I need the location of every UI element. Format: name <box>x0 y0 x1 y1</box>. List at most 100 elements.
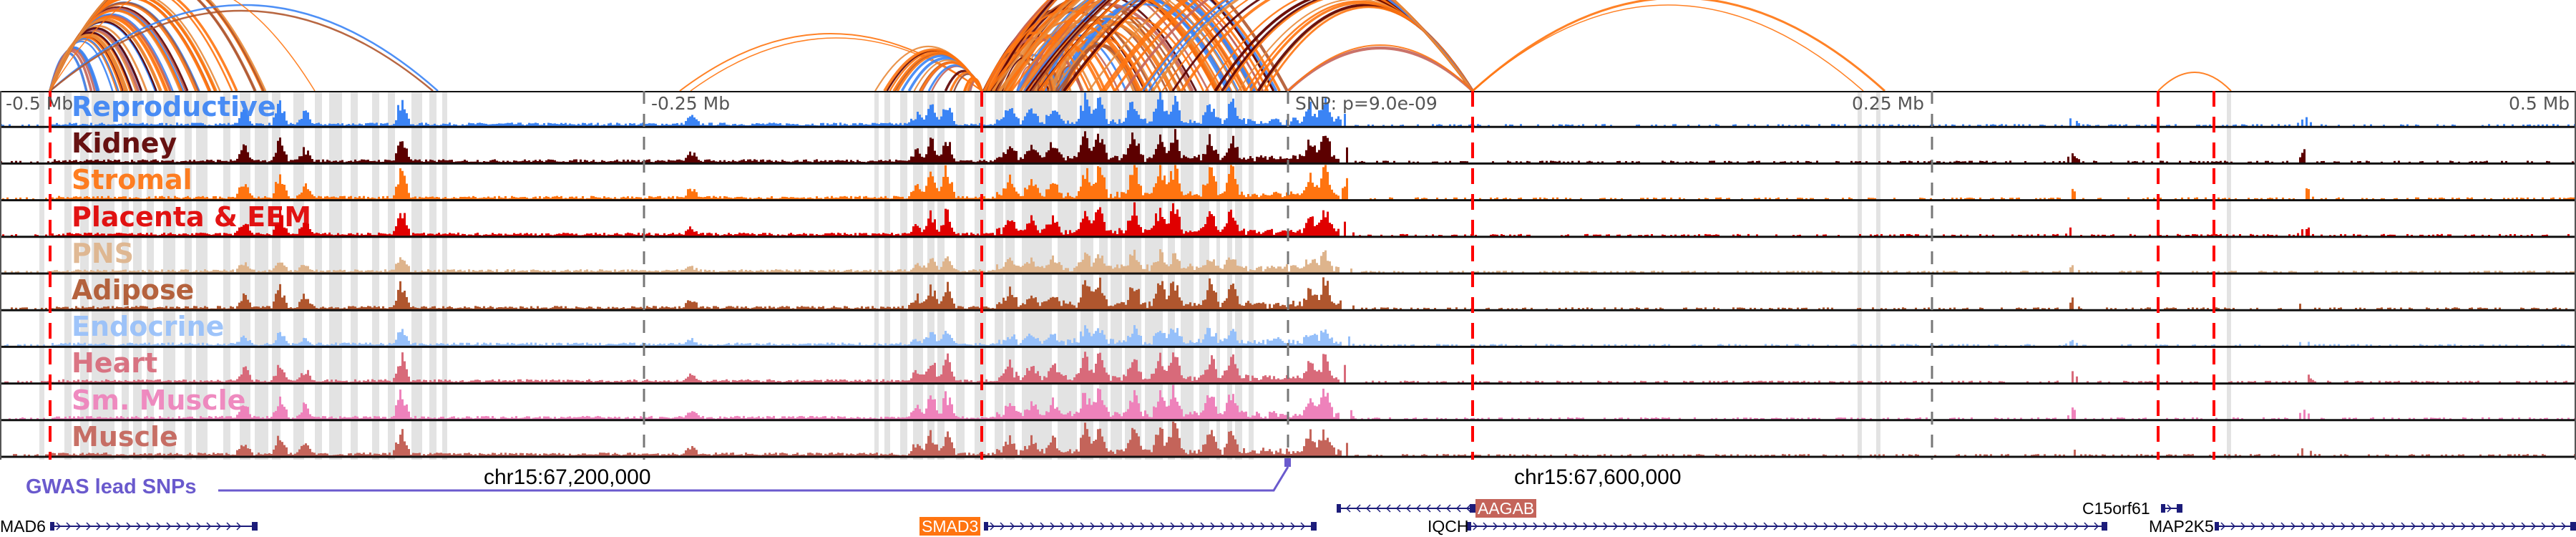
signal-bar <box>1129 221 1131 236</box>
signal-bar <box>137 198 140 200</box>
signal-bar <box>861 198 863 200</box>
signal-bar <box>1020 305 1022 310</box>
signal-bar <box>1511 308 1513 310</box>
signal-bar <box>58 195 60 200</box>
signal-bar <box>1202 115 1204 127</box>
signal-bar <box>1028 263 1030 273</box>
signal-bar <box>472 235 474 236</box>
signal-bar <box>1093 183 1095 200</box>
signal-bar <box>423 232 425 236</box>
signal-bar <box>1106 231 1108 236</box>
signal-bar <box>983 233 985 236</box>
signal-bar <box>732 160 734 163</box>
signal-bar <box>103 124 105 127</box>
signal-bar <box>1520 197 1522 200</box>
signal-bar <box>185 269 187 273</box>
signal-bar <box>365 123 367 127</box>
signal-bar <box>803 233 805 236</box>
signal-bar <box>2035 198 2037 200</box>
signal-bar <box>90 160 92 163</box>
signal-bar <box>2454 125 2456 127</box>
signal-bar <box>522 197 524 200</box>
signal-bar <box>1185 304 1187 310</box>
signal-bar <box>990 308 992 310</box>
signal-bar <box>1464 161 1466 163</box>
signal-bar <box>404 291 406 310</box>
signal-bar <box>1088 106 1091 127</box>
signal-bar <box>930 210 932 236</box>
signal-bar <box>1440 235 1443 236</box>
signal-bar <box>1050 259 1052 273</box>
signal-bar <box>2275 234 2278 236</box>
signal-bar <box>773 270 775 273</box>
signal-bar <box>2252 234 2254 236</box>
signal-bar <box>857 197 859 200</box>
signal-bar <box>200 122 202 127</box>
signal-bar <box>318 233 320 236</box>
signal-bar <box>1069 195 1071 200</box>
signal-bar <box>2258 271 2260 273</box>
signal-bar <box>618 198 620 200</box>
signal-bar <box>1271 194 1273 200</box>
signal-bar <box>1400 125 1402 127</box>
signal-bar <box>848 234 850 236</box>
signal-bar <box>238 187 240 200</box>
signal-bar <box>2256 124 2258 127</box>
signal-bar <box>1277 232 1279 236</box>
signal-bar <box>728 233 730 236</box>
signal-bar <box>290 270 292 273</box>
signal-bar <box>517 271 519 273</box>
signal-bar <box>586 124 588 127</box>
signal-bar <box>616 159 618 163</box>
signal-bar <box>429 196 431 200</box>
signal-bar <box>2076 158 2078 163</box>
signal-bar <box>659 307 661 310</box>
signal-bar <box>700 160 702 163</box>
signal-bar <box>960 198 962 200</box>
signal-bar <box>824 197 826 200</box>
signal-bar <box>172 160 174 163</box>
signal-bar <box>884 160 887 163</box>
signal-bar <box>112 306 114 310</box>
signal-bar <box>264 160 266 163</box>
signal-bar <box>30 161 32 163</box>
signal-bar <box>225 271 228 273</box>
signal-bar <box>734 233 736 236</box>
signal-bar <box>706 125 708 127</box>
signal-bar <box>1698 198 1700 200</box>
signal-bar <box>416 271 419 273</box>
signal-bar <box>1133 291 1136 310</box>
signal-bar <box>1838 271 1840 273</box>
signal-bar <box>949 107 951 127</box>
signal-bar <box>236 193 238 200</box>
signal-bar <box>391 234 393 236</box>
signal-bar <box>1640 271 1642 273</box>
signal-bar <box>1593 234 1595 236</box>
signal-bar <box>1091 223 1093 236</box>
signal-bar <box>365 234 367 236</box>
signal-bar <box>1792 271 1795 273</box>
signal-bar <box>2406 198 2409 200</box>
signal-bar <box>567 198 569 200</box>
signal-bar <box>258 160 260 163</box>
signal-bar <box>1299 229 1301 236</box>
track-stromal <box>2 165 2576 200</box>
signal-bar <box>2398 160 2400 163</box>
signal-bar <box>972 161 975 163</box>
signal-bar <box>1956 198 1958 200</box>
signal-bar <box>466 307 468 310</box>
signal-bar <box>191 271 193 273</box>
signal-bar <box>346 234 348 236</box>
signal-bar <box>914 223 917 236</box>
signal-bar <box>1026 151 1028 163</box>
signal-bar <box>1273 158 1275 163</box>
signal-bar <box>670 160 672 163</box>
signal-bar <box>1015 228 1018 236</box>
signal-bar <box>1078 118 1080 127</box>
signal-bar <box>64 160 67 163</box>
signal-bar <box>717 306 719 310</box>
signal-bar <box>2142 198 2145 200</box>
signal-bar <box>704 308 706 310</box>
signal-bar <box>406 148 408 163</box>
signal-bar <box>429 125 431 127</box>
